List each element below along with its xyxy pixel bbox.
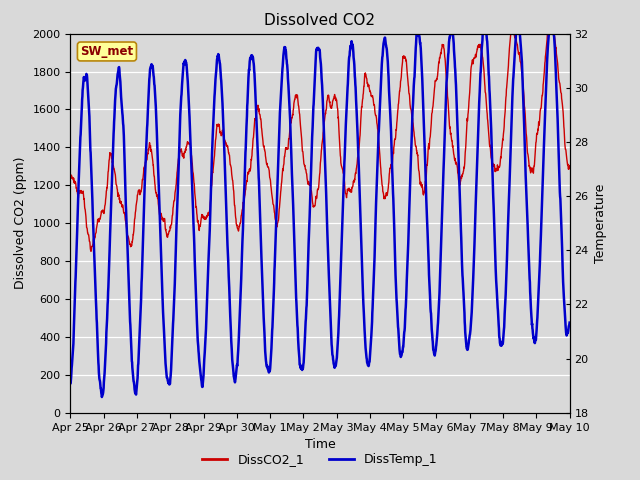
DissCO2_1	[552, 41, 559, 47]
Y-axis label: Dissolved CO2 (ppm): Dissolved CO2 (ppm)	[14, 157, 27, 289]
Line: DissCO2_1: DissCO2_1	[70, 34, 570, 252]
DissTemp_1	[566, 320, 573, 325]
Y-axis label: Temperature: Temperature	[595, 183, 607, 263]
DissTemp_1	[296, 362, 304, 368]
Line: DissTemp_1: DissTemp_1	[70, 34, 570, 397]
DissCO2_1	[92, 229, 100, 235]
DissCO2_1	[310, 204, 317, 209]
DissCO2_1	[67, 173, 74, 179]
DissTemp_1	[92, 296, 100, 302]
Legend: DissCO2_1, DissTemp_1: DissCO2_1, DissTemp_1	[197, 448, 443, 471]
DissTemp_1	[98, 394, 106, 400]
DissCO2_1	[460, 167, 468, 173]
DissTemp_1	[460, 300, 468, 306]
DissCO2_1	[552, 44, 559, 49]
DissCO2_1	[507, 31, 515, 36]
DissTemp_1	[413, 31, 420, 36]
DissTemp_1	[310, 104, 317, 110]
DissTemp_1	[552, 59, 559, 64]
Title: Dissolved CO2: Dissolved CO2	[264, 13, 376, 28]
Text: SW_met: SW_met	[81, 45, 134, 58]
X-axis label: Time: Time	[305, 438, 335, 451]
DissTemp_1	[67, 380, 74, 386]
DissCO2_1	[566, 163, 573, 168]
DissCO2_1	[87, 249, 95, 254]
DissCO2_1	[296, 119, 304, 124]
DissTemp_1	[552, 65, 559, 71]
